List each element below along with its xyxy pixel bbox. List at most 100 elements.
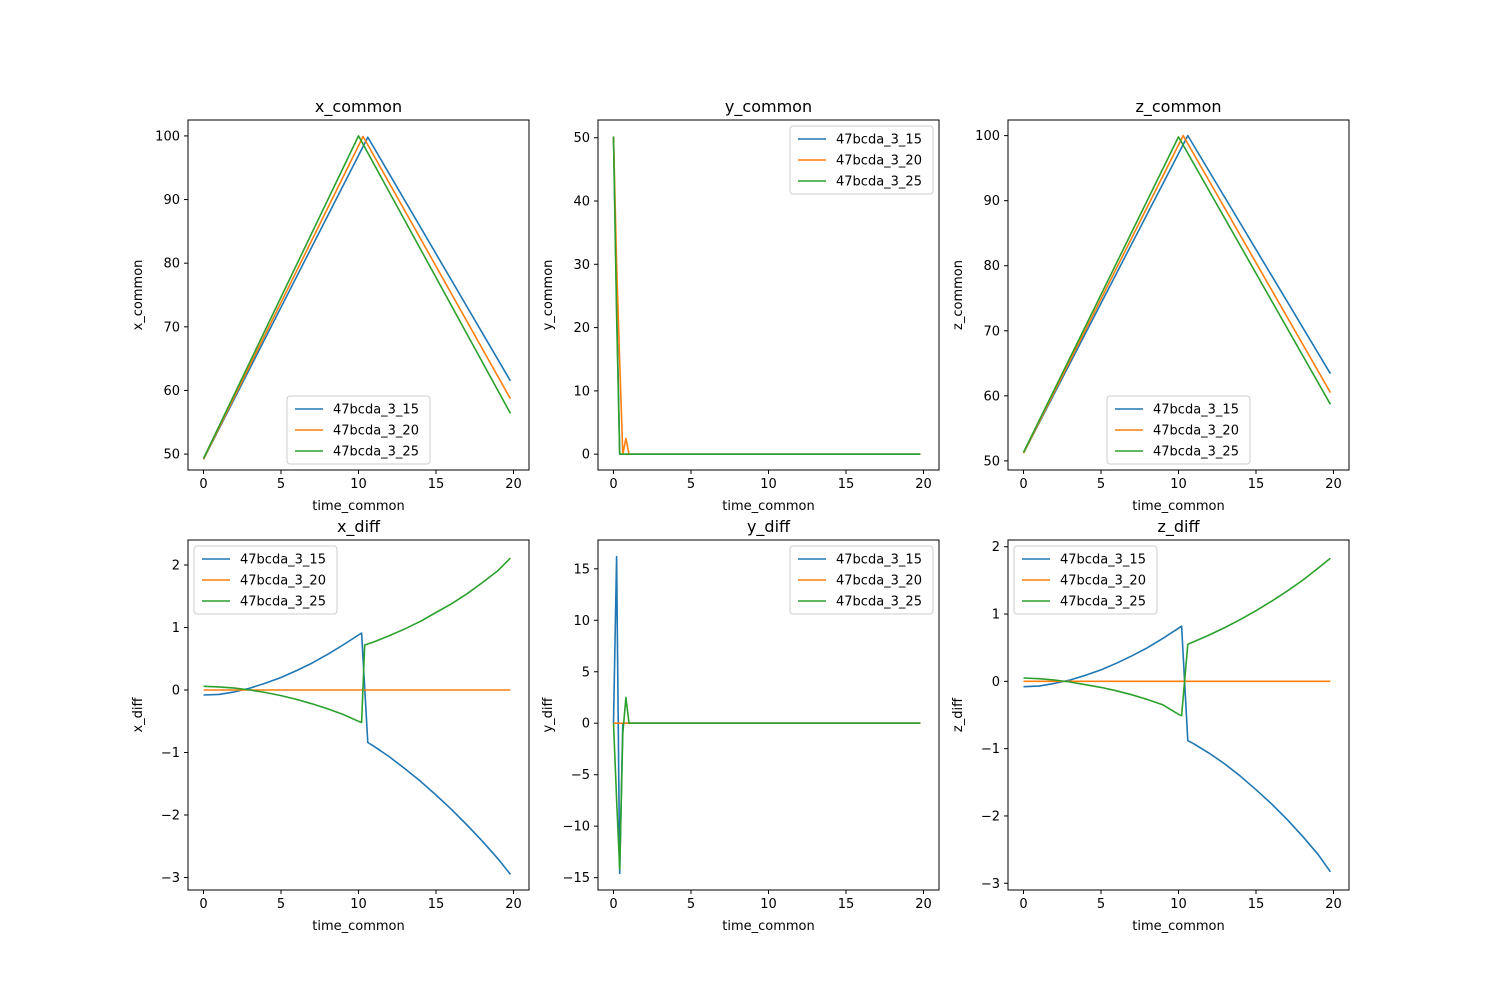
- legend-entry-label: 47bcda_3_20: [240, 574, 326, 589]
- y-axis-label: x_diff: [131, 696, 146, 732]
- y-axis-label: z_common: [951, 260, 966, 330]
- x-axis-label: time_common: [1132, 499, 1225, 514]
- y-tick-label: 10: [573, 614, 590, 629]
- series-line-47bcda_3_25: [1022, 136, 1332, 453]
- legend-entry-label: 47bcda_3_15: [1153, 403, 1239, 418]
- y-tick-label: −1: [161, 746, 180, 761]
- legend: 47bcda_3_15 47bcda_3_20 47bcda_3_25: [286, 395, 431, 465]
- legend: 47bcda_3_15 47bcda_3_20 47bcda_3_25: [1106, 395, 1251, 465]
- series-line-47bcda_3_20: [202, 135, 512, 460]
- x-tick-label: 15: [838, 477, 855, 492]
- y-tick-label: 100: [975, 129, 1000, 144]
- x-tick-label: 0: [609, 897, 617, 912]
- y-tick-label: 70: [163, 320, 180, 335]
- series-line-47bcda_3_15: [1023, 625, 1332, 873]
- x-tick-label: 10: [760, 897, 777, 912]
- subplot-title: x_common: [315, 97, 402, 117]
- legend-entry-label: 47bcda_3_15: [1060, 553, 1146, 568]
- legend-entry-label: 47bcda_3_20: [836, 154, 922, 169]
- legend-entry-label: 47bcda_3_15: [333, 403, 419, 418]
- series-line-47bcda_3_25: [612, 136, 921, 456]
- y-tick-label: 0: [172, 684, 180, 699]
- y-tick-label: 60: [983, 389, 1000, 404]
- x-axis-label: time_common: [312, 499, 405, 514]
- y-tick-label: 2: [992, 540, 1000, 555]
- y-tick-label: 2: [172, 559, 180, 574]
- subplot-x_common: x_common 0 5 10 15 20 50 60 70 80 90 100 time_common…: [131, 97, 530, 514]
- series-line-47bcda_3_15: [202, 136, 512, 460]
- legend-entry-label: 47bcda_3_15: [240, 553, 326, 568]
- subplot-title: x_diff: [337, 517, 381, 537]
- legend-entry-label: 47bcda_3_25: [333, 445, 419, 460]
- y-tick-label: 60: [163, 384, 180, 399]
- x-tick-label: 15: [1248, 897, 1265, 912]
- subplot-z_common: z_common 0 5 10 15 20 50 60 70 80 90 100 time_common…: [951, 97, 1350, 514]
- y-tick-label: 50: [983, 454, 1000, 469]
- y-tick-label: 0: [582, 717, 590, 732]
- x-tick-label: 15: [1248, 477, 1265, 492]
- y-tick-label: 15: [573, 562, 590, 577]
- legend: 47bcda_3_15 47bcda_3_20 47bcda_3_25: [1013, 545, 1158, 615]
- y-tick-label: 90: [983, 194, 1000, 209]
- x-tick-label: 5: [687, 897, 695, 912]
- y-tick-label: 80: [983, 259, 1000, 274]
- legend-box: [1013, 545, 1158, 615]
- legend: 47bcda_3_15 47bcda_3_20 47bcda_3_25: [789, 545, 934, 615]
- y-tick-label: 50: [573, 131, 590, 146]
- legend-entry-label: 47bcda_3_25: [836, 595, 922, 610]
- subplot-y_common: y_common 0 5 10 15 20 0 10 20 30 40 50 time_common y_…: [541, 97, 940, 514]
- y-tick-label: 80: [163, 257, 180, 272]
- subplot-title: z_common: [1135, 97, 1221, 117]
- y-tick-label: 50: [163, 448, 180, 463]
- x-tick-label: 0: [199, 897, 207, 912]
- subplot-title: y_common: [725, 97, 812, 117]
- x-tick-label: 15: [838, 897, 855, 912]
- y-tick-label: 20: [573, 321, 590, 336]
- legend-entry-label: 47bcda_3_20: [1060, 574, 1146, 589]
- x-tick-label: 20: [915, 897, 932, 912]
- legend-entry-label: 47bcda_3_20: [836, 574, 922, 589]
- y-tick-label: 30: [573, 258, 590, 273]
- series-line-47bcda_3_25: [1023, 557, 1331, 717]
- legend-entry-label: 47bcda_3_20: [333, 424, 419, 439]
- series-line-47bcda_3_15: [1022, 134, 1332, 454]
- legend-box: [1106, 395, 1251, 465]
- x-tick-label: 20: [1325, 897, 1342, 912]
- y-axis-label: x_common: [131, 260, 146, 331]
- y-tick-label: 1: [172, 621, 180, 636]
- y-tick-label: −1: [981, 742, 1000, 757]
- y-tick-label: −5: [571, 768, 590, 783]
- legend-entry-label: 47bcda_3_25: [1060, 595, 1146, 610]
- x-tick-label: 5: [687, 477, 695, 492]
- x-tick-label: 0: [1019, 477, 1027, 492]
- x-tick-label: 0: [199, 477, 207, 492]
- legend-entry-label: 47bcda_3_15: [836, 133, 922, 148]
- x-axis-label: time_common: [312, 919, 405, 934]
- legend-box: [193, 545, 338, 615]
- subplot-x_diff: x_diff 0 5 10 15 20 −3 −2 −1 0 1 2 time_common x_diff…: [131, 517, 530, 934]
- subplot-z_diff: z_diff 0 5 10 15 20 −3 −2 −1 0 1 2 time_common z_diff…: [951, 517, 1350, 934]
- y-axis-label: y_common: [541, 260, 556, 331]
- x-tick-label: 5: [277, 477, 285, 492]
- x-axis-label: time_common: [722, 499, 815, 514]
- legend-entry-label: 47bcda_3_15: [836, 553, 922, 568]
- y-tick-label: 0: [992, 675, 1000, 690]
- legend-box: [286, 395, 431, 465]
- legend-entry-label: 47bcda_3_25: [240, 595, 326, 610]
- x-axis-label: time_common: [722, 919, 815, 934]
- x-tick-label: 0: [609, 477, 617, 492]
- series-line-47bcda_3_25: [203, 557, 511, 724]
- series-line-47bcda_3_25: [612, 696, 921, 871]
- x-tick-label: 15: [428, 477, 445, 492]
- series-line-47bcda_3_25: [202, 135, 512, 459]
- x-tick-label: 5: [277, 897, 285, 912]
- legend: 47bcda_3_15 47bcda_3_20 47bcda_3_25: [193, 545, 338, 615]
- x-axis-label: time_common: [1132, 919, 1225, 934]
- y-tick-label: 40: [573, 195, 590, 210]
- x-tick-label: 20: [915, 477, 932, 492]
- x-tick-label: 0: [1019, 897, 1027, 912]
- y-tick-label: 5: [582, 665, 590, 680]
- y-tick-label: 0: [582, 448, 590, 463]
- x-tick-label: 20: [1325, 477, 1342, 492]
